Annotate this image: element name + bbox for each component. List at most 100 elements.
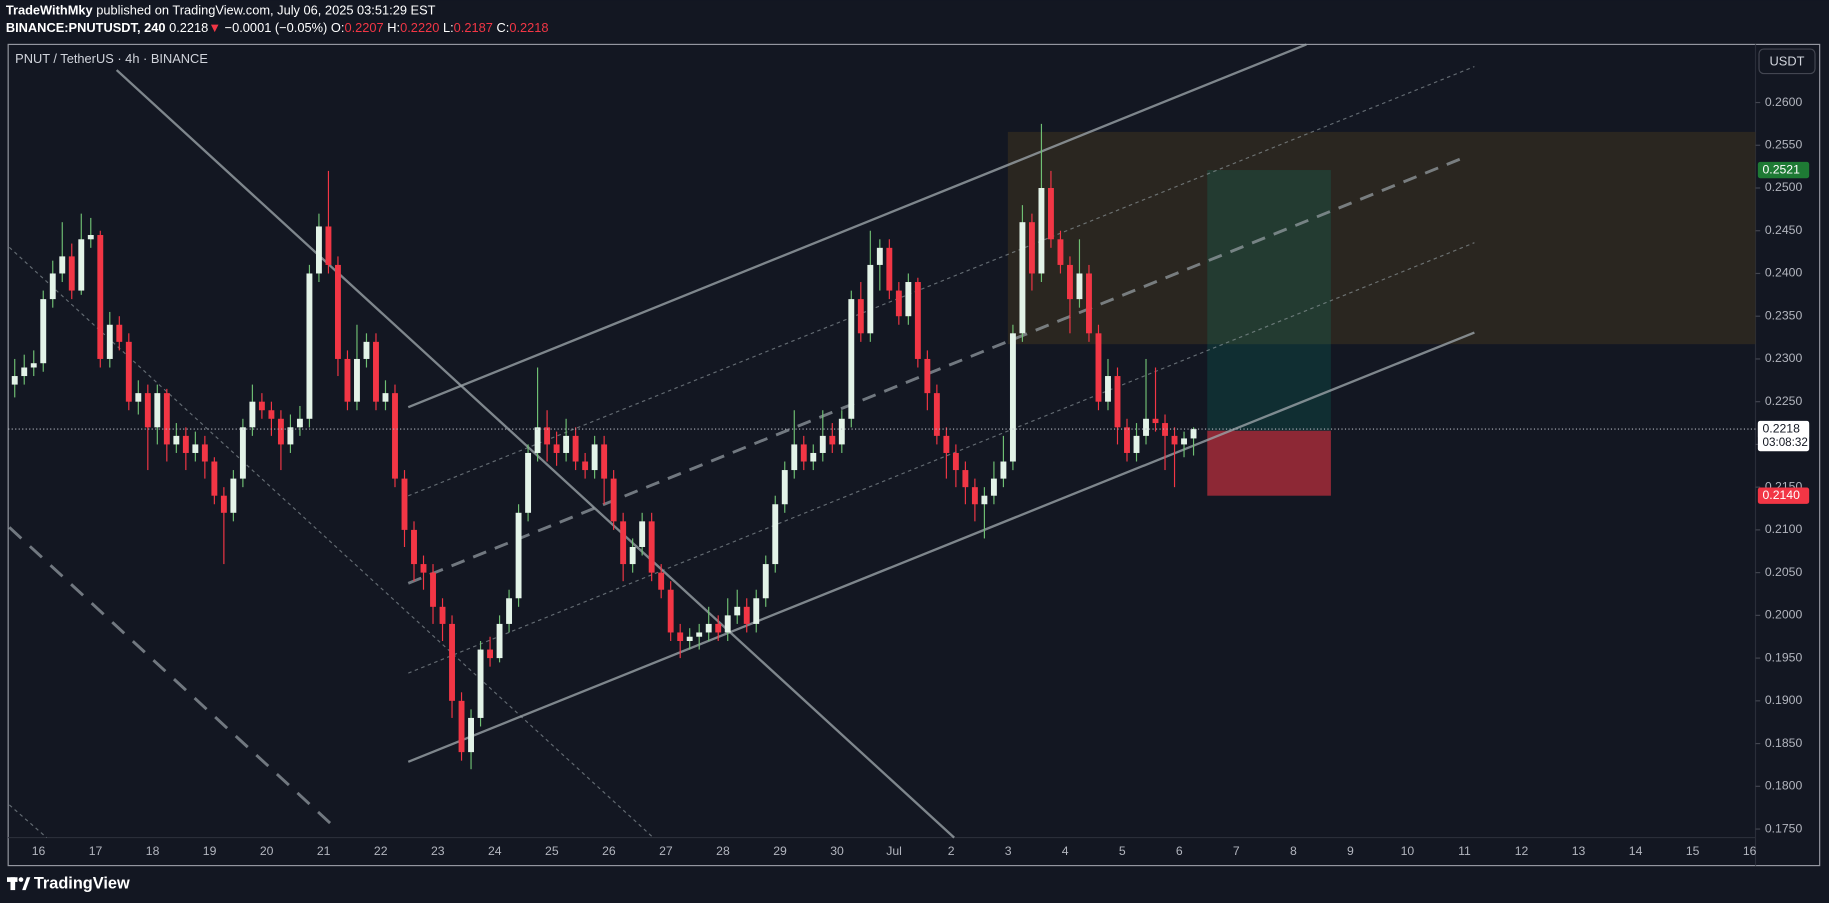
arrow: ▼	[208, 21, 221, 36]
candle-body	[21, 367, 28, 377]
candle-body	[144, 393, 151, 428]
price-label: 0.2521	[1763, 162, 1801, 176]
candle-body	[1190, 429, 1197, 439]
down-trendline	[115, 69, 955, 839]
candle-body	[601, 444, 608, 479]
candle-body	[468, 717, 474, 753]
candle-body	[1124, 427, 1130, 453]
candle-body	[401, 478, 408, 530]
y-tick-label: 0.2000	[1765, 608, 1803, 622]
candle-body	[724, 615, 731, 633]
candle-body	[753, 598, 760, 624]
x-tick-label: 24	[488, 844, 502, 858]
candle-body	[990, 478, 997, 496]
candle-body	[553, 444, 560, 453]
candle-body	[943, 435, 950, 453]
candle-body	[857, 299, 864, 334]
candle-body	[135, 393, 142, 402]
x-tick-label: 2	[948, 844, 955, 858]
candle-body	[743, 606, 750, 624]
candle-body	[458, 700, 465, 753]
candle-body	[211, 461, 218, 496]
candle-body	[515, 512, 522, 599]
x-tick-label: 5	[1119, 844, 1126, 858]
price-label: 0.2140	[1763, 488, 1801, 502]
x-tick-label: 8	[1290, 844, 1297, 858]
x-tick-label: 17	[89, 844, 103, 858]
header-line-1: TradeWithMky published on TradingView.co…	[6, 3, 436, 18]
candle-body	[1162, 423, 1168, 436]
candle-body	[772, 504, 779, 565]
candle-body	[933, 393, 940, 436]
change: −0.0001 (−0.05%)	[225, 21, 328, 36]
candle-body	[829, 435, 836, 445]
candle-body	[838, 418, 845, 445]
y-tick-label: 0.1900	[1765, 693, 1803, 707]
candle-body	[182, 435, 189, 453]
candle-body	[705, 623, 712, 633]
candle-body	[154, 393, 161, 428]
y-tick-label: 0.2250	[1765, 394, 1803, 408]
candle-body	[715, 623, 722, 633]
x-tick-label: 15	[1686, 844, 1700, 858]
last: 0.2218	[169, 21, 208, 36]
candle-body	[981, 495, 988, 505]
candle-body	[525, 452, 532, 513]
candle-body	[610, 478, 617, 522]
y-tick-label: 0.2100	[1765, 522, 1803, 536]
candle-body	[867, 264, 874, 334]
candle-body	[791, 444, 798, 471]
candle-body	[496, 623, 503, 659]
candle-body	[544, 427, 551, 445]
candle-body	[315, 226, 322, 274]
candle-body	[392, 393, 398, 479]
candle-body	[59, 256, 66, 274]
brand: TradingView	[34, 875, 130, 893]
candle-body	[411, 529, 417, 565]
x-tick-label: 26	[602, 844, 616, 858]
candle-body	[277, 418, 284, 445]
candle-body	[163, 393, 170, 445]
candle-body	[1000, 461, 1007, 479]
candle-body	[591, 444, 598, 471]
candle-body	[97, 235, 104, 359]
candle-body	[1028, 222, 1035, 274]
x-tick-label: Jul	[886, 844, 902, 858]
candle-body	[962, 470, 969, 488]
candle-body	[800, 444, 807, 462]
x-tick-label: 7	[1233, 844, 1240, 858]
candle-body	[582, 461, 589, 471]
y-tick-label: 0.2600	[1765, 95, 1803, 109]
candle-body	[629, 546, 636, 565]
candle-body	[677, 632, 684, 642]
candle-body	[1152, 418, 1159, 424]
candle-body	[239, 427, 246, 479]
candle-body	[296, 418, 303, 428]
currency-button[interactable]	[1758, 48, 1816, 75]
candle-body	[78, 239, 85, 291]
y-tick-label: 0.1950	[1765, 650, 1803, 664]
candle-body	[848, 299, 855, 419]
channel-upper	[407, 43, 1307, 409]
x-tick-label: 29	[773, 844, 787, 858]
x-tick-label: 22	[374, 844, 388, 858]
y-tick-label: 0.1850	[1765, 736, 1803, 750]
y-tick-label: 0.2050	[1765, 565, 1803, 579]
channel-mid	[407, 156, 1465, 585]
candle-body	[620, 521, 627, 565]
x-tick-label: 13	[1572, 844, 1586, 858]
candle-body	[762, 564, 769, 599]
y-tick-label: 0.1750	[1765, 821, 1803, 835]
x-tick-label: 3	[1005, 844, 1012, 858]
candle-body	[810, 452, 817, 462]
candle-body	[325, 226, 332, 265]
c: 0.2218	[509, 21, 548, 36]
o: 0.2207	[344, 21, 383, 36]
profit-zone	[1207, 170, 1331, 431]
down-dotted-2	[8, 804, 48, 839]
candle-body	[886, 247, 893, 291]
candle-body	[734, 606, 741, 616]
candle-body	[696, 632, 703, 637]
currency[interactable]: USDT	[1770, 53, 1805, 68]
